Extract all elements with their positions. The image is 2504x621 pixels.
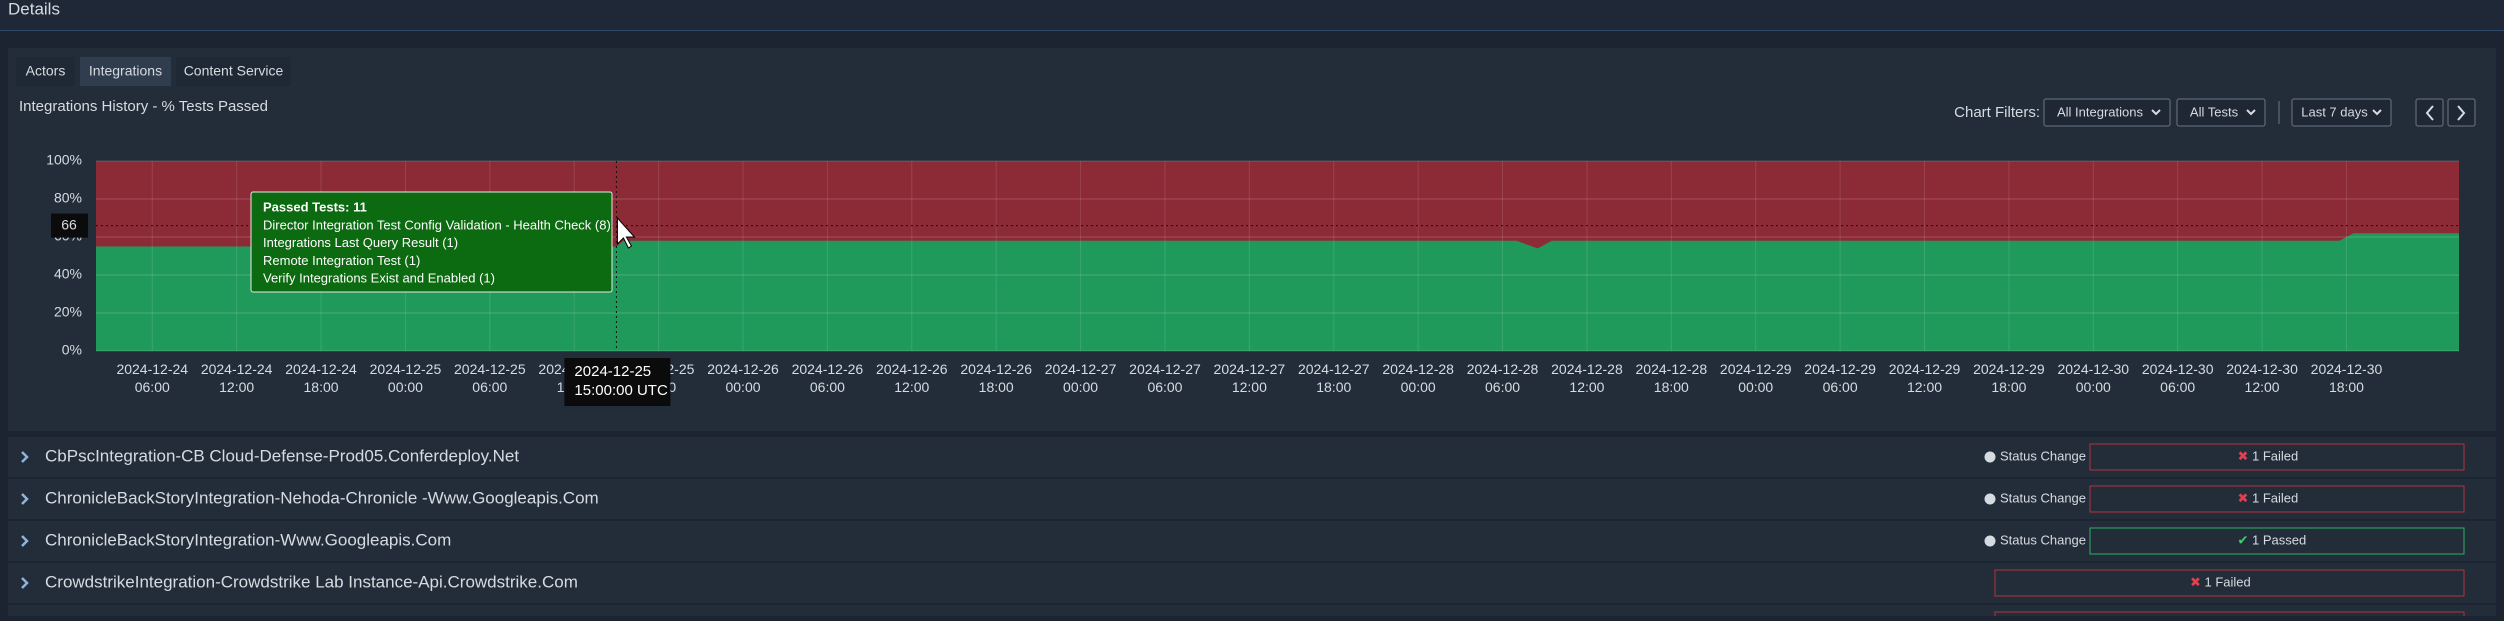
info-icon	[1984, 535, 1996, 547]
x-tick-label: 2024-12-27 12:00	[1214, 361, 1286, 395]
x-tick-label: 2024-12-25 06:00	[454, 361, 526, 395]
y-tick-label: 20%	[54, 304, 82, 320]
y-tick-label: 0%	[62, 342, 82, 358]
header-bar	[0, 0, 2504, 30]
x-tick-label: 2024-12-26 06:00	[792, 361, 864, 395]
row-name[interactable]: ChronicleBackStoryIntegration-Nehoda-Chr…	[45, 488, 599, 507]
tab[interactable]	[176, 57, 291, 86]
row-chevron[interactable]	[21, 451, 29, 463]
x-tick-label: 2024-12-30 06:00	[2142, 361, 2214, 395]
header-title: Details	[8, 0, 60, 18]
x-tick-label: 2024-12-24 12:00	[201, 361, 273, 395]
x-tick-label: 2024-12-27 18:00	[1298, 361, 1370, 395]
x-tick-label: 2024-12-28 18:00	[1636, 361, 1708, 395]
tab-label[interactable]: Integrations	[89, 63, 162, 79]
crosshair-x-box	[564, 358, 671, 406]
x-tick-label: 2024-12-30 00:00	[2057, 361, 2129, 395]
x-tick-label: 2024-12-24 06:00	[116, 361, 188, 395]
row-chevron[interactable]	[21, 493, 29, 505]
status-change: Status Change	[2000, 448, 2086, 463]
nav-button[interactable]	[2415, 98, 2444, 127]
nav-arrow	[2425, 105, 2434, 121]
row[interactable]	[8, 479, 2496, 519]
status-icon: ✖	[2238, 448, 2249, 463]
x-tick-label: 2024-12-30 18:00	[2311, 361, 2383, 395]
status-box	[2089, 527, 2465, 555]
x-tick-label: 2024-12-28 12:00	[1551, 361, 1623, 395]
status-label: 1 Failed	[2205, 574, 2251, 589]
x-tick-label: 2024-12-26 18:00	[960, 361, 1032, 395]
row-name[interactable]: CrowdstrikeIntegration-Crowdstrike Lab I…	[45, 572, 578, 591]
x-tick-label: 2024-12-24 18:00	[285, 361, 357, 395]
filter-dropdown[interactable]	[2176, 98, 2266, 127]
filter-dropdown[interactable]	[2291, 98, 2392, 127]
status-change: Status Change	[2000, 532, 2086, 547]
info-icon	[1984, 451, 1996, 463]
status-label: 1 Failed	[2252, 448, 2298, 463]
tooltip-item: Remote Integration Test (1)	[263, 253, 420, 268]
filter-label[interactable]: Last 7 days	[2301, 104, 2368, 119]
x-tick-label: 2024-12-30 12:00	[2226, 361, 2298, 395]
status-label: 1 Passed	[2252, 532, 2306, 547]
dropdown-caret	[2151, 109, 2161, 116]
x-tick-label: 2024-12-25 00:00	[370, 361, 442, 395]
tooltip	[250, 191, 613, 293]
x-tick-label: 2024-12-26 00:00	[707, 361, 779, 395]
x-tick-label: 2024-12-27 00:00	[1045, 361, 1117, 395]
row-name[interactable]: ChronicleBackStoryIntegration-Www.Google…	[45, 530, 451, 549]
x-tick-label: 2024-12-27 06:00	[1129, 361, 1201, 395]
row-chevron[interactable]	[21, 577, 29, 589]
row[interactable]	[8, 521, 2496, 561]
x-tick-label: 2024-12-28 06:00	[1467, 361, 1539, 395]
tooltip-title: Passed Tests: 11	[263, 199, 367, 214]
x-tick-label: 2024-12-29 12:00	[1889, 361, 1961, 395]
tooltip-item: Integrations Last Query Result (1)	[263, 235, 458, 250]
status-box	[2089, 443, 2465, 471]
status-box	[1994, 569, 2465, 597]
tab[interactable]	[16, 57, 75, 86]
y-tick-label: 80%	[54, 190, 82, 206]
tooltip-item: Director Integration Test Config Validat…	[263, 217, 611, 232]
crosshair-y-box	[51, 213, 88, 238]
status-box	[2089, 485, 2465, 513]
info-icon	[1984, 493, 1996, 505]
dropdown-caret	[2246, 109, 2256, 116]
status-icon: ✔	[2238, 532, 2249, 547]
filters-label: Chart Filters:	[1954, 104, 2040, 121]
row-name[interactable]: CbPscIntegration-CB Cloud-Defense-Prod05…	[45, 446, 519, 465]
x-tick-label: 2024-12-29 06:00	[1804, 361, 1876, 395]
y-tick-label: 100%	[46, 152, 82, 168]
x-tick-label: 2024-12-29 00:00	[1720, 361, 1792, 395]
status-label: 1 Failed	[2252, 490, 2298, 505]
tab-label[interactable]: Actors	[26, 63, 66, 79]
panel-title: Integrations History - % Tests Passed	[19, 98, 268, 115]
crosshair-y-label: 66	[61, 216, 77, 232]
dropdown-caret	[2372, 109, 2382, 116]
status-icon: ✖	[2190, 574, 2201, 589]
filter-label[interactable]: All Integrations	[2057, 104, 2143, 119]
x-tick-label: 2024-12-26 12:00	[876, 361, 948, 395]
filter-label[interactable]: All Tests	[2190, 104, 2239, 119]
tab-label[interactable]: Content Service	[184, 63, 284, 79]
x-tick-label: 2024-12-29 18:00	[1973, 361, 2045, 395]
crosshair-x-label: 2024-12-25	[574, 363, 651, 380]
crosshair-x-label: 15:00:00 UTC	[574, 382, 668, 399]
row[interactable]	[8, 437, 2496, 477]
tab[interactable]	[80, 57, 171, 86]
status-icon: ✖	[2238, 490, 2249, 505]
y-tick-label: 40%	[54, 266, 82, 282]
tooltip-item: Verify Integrations Exist and Enabled (1…	[263, 271, 495, 286]
nav-button[interactable]	[2447, 98, 2476, 127]
row	[8, 605, 2496, 616]
row-chevron[interactable]	[21, 535, 29, 547]
mouse-cursor	[616, 216, 636, 249]
x-tick-label: 2024-12-28 00:00	[1382, 361, 1454, 395]
nav-arrow	[2457, 105, 2466, 121]
filter-dropdown[interactable]	[2043, 98, 2171, 127]
area	[96, 233, 2459, 351]
status-change: Status Change	[2000, 490, 2086, 505]
